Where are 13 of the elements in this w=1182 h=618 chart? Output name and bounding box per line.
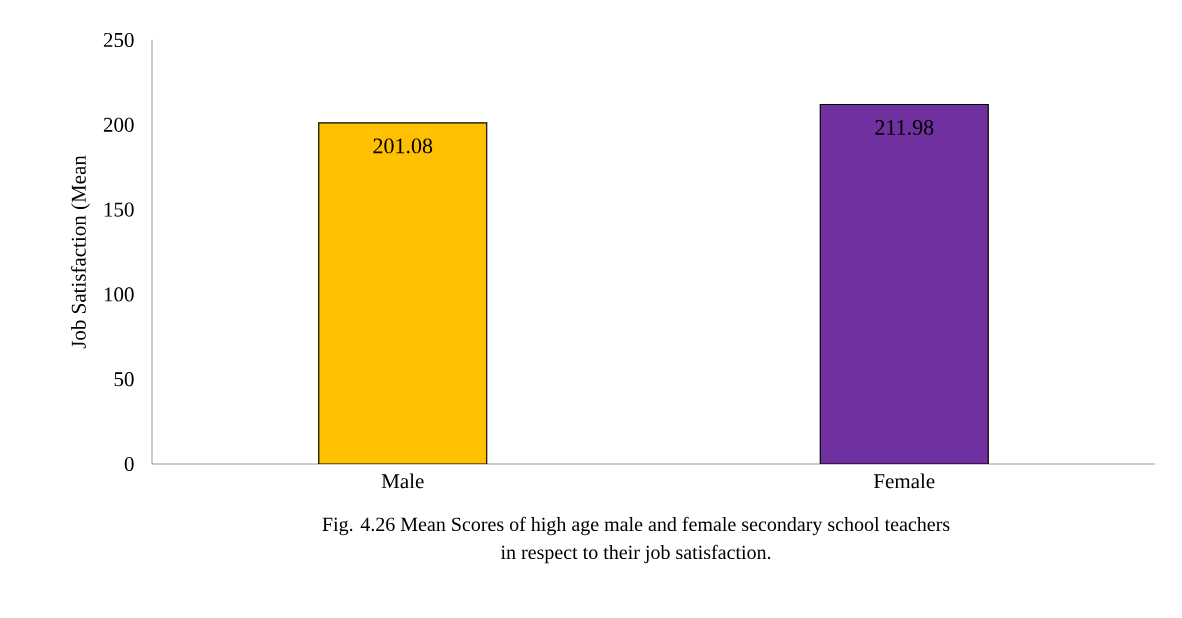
y-tick-label: 100 [104, 287, 134, 302]
y-axis-title: Job Satisfaction (Mean [70, 155, 91, 349]
caption: Fig. 4.26 Mean Scores of high age male and female secondary school teachers [322, 516, 950, 536]
y-tick-label: 150 [104, 202, 134, 217]
x-tick-label: Male [381, 473, 424, 489]
y-tick-label: 250 [103, 32, 134, 48]
y-tick-label: 0 [124, 456, 134, 472]
data-label: 201.08 [373, 138, 433, 154]
y-tick-label: 200 [103, 117, 134, 132]
data-label: 211.98 [875, 120, 934, 135]
x-tick-label: Female [873, 473, 935, 489]
text: in respect to their job satisfaction. [500, 544, 771, 564]
y-tick-label: 50 [114, 372, 134, 387]
